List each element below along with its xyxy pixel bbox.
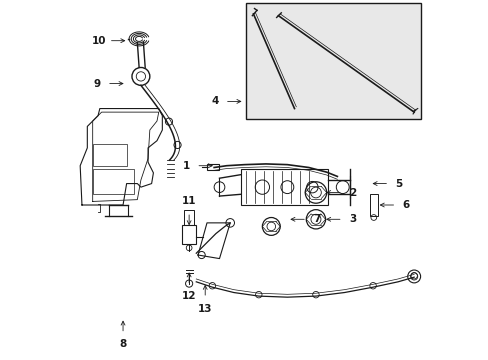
Bar — [183, 210, 194, 225]
Text: 9: 9 — [93, 78, 101, 89]
Text: 6: 6 — [402, 200, 409, 210]
Text: 1: 1 — [183, 161, 189, 171]
Text: 2: 2 — [348, 188, 356, 198]
Text: 8: 8 — [119, 339, 126, 349]
Bar — [241, 169, 328, 205]
Bar — [93, 169, 134, 194]
Text: 7: 7 — [313, 214, 320, 224]
Bar — [206, 163, 219, 170]
Bar — [246, 3, 421, 119]
Bar — [93, 144, 126, 166]
Text: 4: 4 — [211, 96, 218, 107]
Text: 3: 3 — [348, 214, 356, 224]
Bar — [182, 225, 196, 244]
Text: 13: 13 — [198, 303, 212, 314]
Bar — [369, 194, 378, 216]
Text: 5: 5 — [395, 179, 402, 189]
Text: 10: 10 — [91, 36, 106, 46]
Text: 12: 12 — [182, 291, 196, 301]
Text: 11: 11 — [182, 197, 196, 206]
